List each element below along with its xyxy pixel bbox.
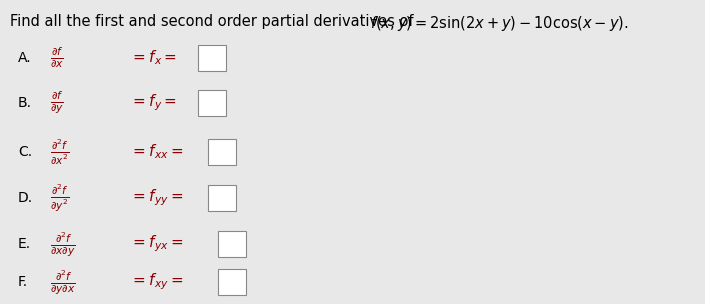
- Text: $= f_{yx} =$: $= f_{yx} =$: [130, 234, 183, 254]
- Text: $\frac{\partial f}{\partial x}$: $\frac{\partial f}{\partial x}$: [50, 46, 64, 70]
- Text: B.: B.: [18, 96, 32, 110]
- FancyBboxPatch shape: [208, 185, 236, 211]
- Text: $= f_{xx} =$: $= f_{xx} =$: [130, 143, 183, 161]
- Text: $\frac{\partial f}{\partial y}$: $\frac{\partial f}{\partial y}$: [50, 90, 64, 116]
- Text: $= f_x =$: $= f_x =$: [130, 49, 177, 67]
- Text: D.: D.: [18, 191, 33, 205]
- FancyBboxPatch shape: [218, 231, 246, 257]
- FancyBboxPatch shape: [198, 45, 226, 71]
- FancyBboxPatch shape: [208, 139, 236, 165]
- Text: E.: E.: [18, 237, 31, 251]
- Text: $\frac{\partial^2 f}{\partial x\partial y}$: $\frac{\partial^2 f}{\partial x\partial …: [50, 230, 75, 258]
- Text: A.: A.: [18, 51, 32, 65]
- Text: Find all the first and second order partial derivatives of: Find all the first and second order part…: [10, 14, 418, 29]
- Text: $= f_{yy} =$: $= f_{yy} =$: [130, 188, 183, 208]
- Text: $\frac{\partial^2 f}{\partial x^2}$: $\frac{\partial^2 f}{\partial x^2}$: [50, 137, 69, 167]
- Text: $= f_{xy} =$: $= f_{xy} =$: [130, 272, 183, 292]
- Text: $f(x, y) = 2\sin(2x + y) - 10\cos(x - y)$.: $f(x, y) = 2\sin(2x + y) - 10\cos(x - y)…: [370, 14, 629, 33]
- FancyBboxPatch shape: [218, 269, 246, 295]
- Text: F.: F.: [18, 275, 28, 289]
- Text: $\frac{\partial^2 f}{\partial y\partial x}$: $\frac{\partial^2 f}{\partial y\partial …: [50, 268, 75, 296]
- Text: $\frac{\partial^2 f}{\partial y^2}$: $\frac{\partial^2 f}{\partial y^2}$: [50, 182, 69, 214]
- FancyBboxPatch shape: [198, 90, 226, 116]
- Text: C.: C.: [18, 145, 32, 159]
- Text: $= f_y =$: $= f_y =$: [130, 93, 177, 113]
